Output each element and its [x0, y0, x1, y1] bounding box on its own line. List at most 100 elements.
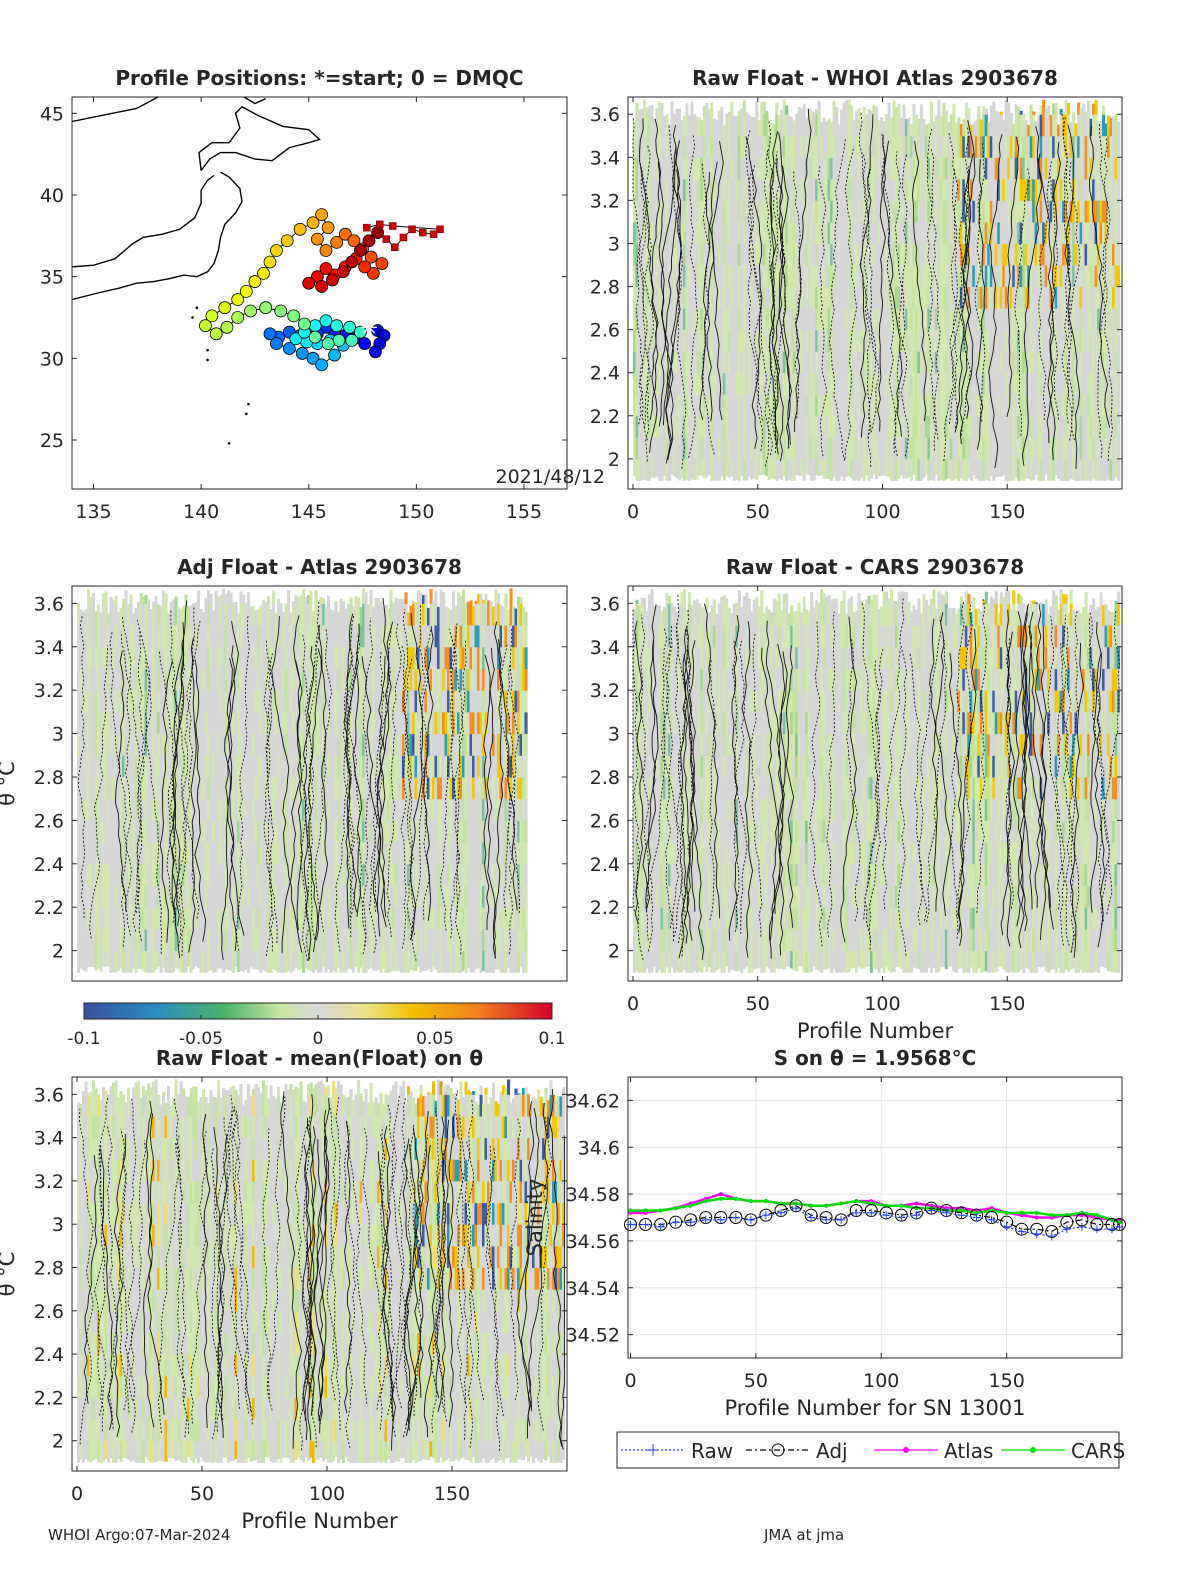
panel-raw-whoi-atlas-cell: [670, 221, 674, 244]
panel-raw-whoi-atlas-cell: [939, 286, 943, 309]
panel-raw-whoi-atlas-cell: [680, 351, 684, 374]
panel-raw-whoi-atlas-cell: [695, 415, 699, 438]
panel-raw-whoi-atlas-cell: [870, 308, 874, 331]
panel-raw-whoi-atlas-cell: [700, 120, 704, 137]
panel-raw-whoi-atlas-cell: [994, 394, 998, 417]
panel-raw-whoi-atlas-cell: [992, 458, 996, 481]
panel-raw-whoi-atlas-cell: [954, 157, 958, 180]
panel-raw-whoi-atlas-cell: [882, 308, 886, 331]
panel-raw-whoi-atlas-cell: [922, 372, 926, 395]
panel-raw-whoi-atlas-cell: [647, 415, 652, 438]
panel-raw-whoi-atlas-cell: [979, 458, 983, 481]
panel-raw-whoi-atlas-cell: [752, 265, 756, 288]
profile-position-marker: [209, 327, 223, 341]
panel-raw-whoi-atlas-cell: [772, 351, 776, 374]
panel-raw-whoi-atlas-cell: [944, 394, 948, 417]
panel-raw-whoi-atlas-cell: [919, 243, 924, 266]
panel-raw-whoi-atlas-cell: [752, 178, 756, 201]
panel-raw-whoi-atlas-cell: [917, 458, 921, 481]
profile-position-marker: [239, 284, 253, 298]
panel-raw-whoi-atlas-cell: [884, 372, 889, 395]
panel-raw-whoi-atlas-cell: [919, 437, 924, 460]
panel-raw-whoi-atlas-cell: [795, 286, 799, 309]
panel-raw-whoi-atlas-axes-ytick-label: 2.4: [590, 363, 620, 385]
panel-raw-whoi-atlas-cell: [840, 351, 844, 374]
panel-raw-whoi-atlas-cell: [795, 135, 799, 158]
panel-raw-whoi-atlas-cell: [755, 308, 759, 331]
panel-raw-whoi-atlas-cell: [992, 135, 996, 158]
panel-raw-whoi-atlas-cell: [924, 286, 928, 309]
panel-raw-whoi-atlas-cell: [655, 243, 659, 266]
panel-raw-whoi-atlas-cell: [994, 308, 998, 331]
panel-raw-whoi-atlas-cell: [912, 178, 916, 201]
panel-raw-whoi-atlas-cell: [777, 157, 781, 180]
panel-raw-whoi-atlas-cell: [904, 221, 909, 244]
profile-position-marker: [353, 244, 367, 257]
panel-raw-whoi-atlas-cell: [807, 114, 811, 137]
panel-raw-whoi-atlas-cell: [737, 329, 741, 352]
panel-raw-whoi-atlas-cell: [695, 394, 699, 417]
panel-raw-whoi-atlas-cell: [947, 265, 951, 288]
panel-raw-whoi-atlas-cell: [787, 458, 791, 481]
panel-raw-whoi-atlas-cell: [942, 394, 946, 417]
panel-raw-whoi-atlas-cell: [767, 308, 771, 331]
panel-raw-whoi-atlas-cell: [722, 394, 726, 417]
panel-raw-whoi-atlas-cell: [922, 286, 926, 309]
panel-raw-whoi-atlas-cell: [655, 329, 659, 352]
panel-raw-whoi-atlas-cell: [830, 265, 834, 288]
panel-raw-whoi-atlas-cell: [807, 243, 811, 266]
panel-raw-whoi-atlas-cell: [760, 221, 764, 244]
panel-raw-whoi-atlas-cell: [877, 308, 881, 331]
panel-raw-whoi-atlas-cell: [919, 114, 924, 137]
panel-raw-whoi-atlas-cell: [650, 200, 654, 223]
panel-raw-whoi-atlas-cell: [862, 178, 866, 201]
panel-raw-whoi-atlas-cell: [825, 243, 829, 266]
panel-raw-whoi-atlas-cell: [860, 243, 864, 266]
panel-raw-whoi-atlas-cell: [974, 120, 978, 137]
panel-raw-whoi-atlas-cell: [884, 157, 889, 180]
panel-raw-whoi-atlas-cell: [832, 157, 836, 180]
panel-raw-whoi-atlas-cell: [715, 178, 719, 201]
panel-raw-whoi-atlas-cell: [797, 106, 801, 115]
profile-position-marker: [319, 262, 333, 275]
panel-raw-whoi-atlas-cell: [812, 135, 816, 158]
panel-raw-whoi-atlas-cell: [969, 329, 973, 352]
panel-adj-atlas-cell: [234, 601, 238, 604]
panel-raw-whoi-atlas-cell: [655, 351, 659, 374]
panel-raw-whoi-atlas-cell: [984, 265, 988, 288]
panel-raw-whoi-atlas-cell: [974, 265, 978, 288]
panel-raw-whoi-atlas-cell: [904, 372, 909, 395]
panel-raw-whoi-atlas-cell: [722, 372, 726, 395]
panel-raw-whoi-atlas-cell: [647, 351, 652, 374]
panel-raw-whoi-atlas-cell: [987, 122, 991, 137]
panel-raw-whoi-atlas-cell: [867, 178, 871, 201]
panel-raw-whoi-atlas-cell: [807, 157, 811, 180]
panel-raw-whoi-atlas-cell: [670, 157, 674, 180]
panel-raw-whoi-atlas-cell: [932, 415, 936, 438]
panel-raw-whoi-atlas-cell: [907, 437, 911, 460]
panel-raw-whoi-atlas-cell: [917, 394, 921, 417]
panel-raw-whoi-atlas-cell: [840, 458, 844, 477]
panel-raw-whoi-atlas-cell: [902, 458, 906, 479]
panel-raw-whoi-atlas-cell: [1004, 114, 1008, 137]
panel-raw-whoi-atlas-cell: [685, 221, 689, 244]
panel-raw-whoi-atlas-cell: [710, 243, 714, 266]
panel-raw-whoi-atlas-cell: [1022, 114, 1026, 115]
panel-raw-whoi-atlas-cell: [725, 437, 729, 460]
panel-raw-whoi-atlas-cell: [675, 157, 679, 180]
panel-raw-whoi-atlas-cell: [952, 329, 956, 352]
panel-raw-whoi-atlas-cell: [662, 372, 667, 395]
panel-raw-whoi-atlas-cell: [1009, 112, 1013, 115]
panel-raw-whoi-atlas-cell: [667, 157, 672, 180]
panel-raw-whoi-atlas-cell: [652, 178, 657, 201]
panel-raw-whoi-atlas-cell: [672, 458, 677, 477]
panel-raw-whoi-atlas-cell: [944, 157, 948, 180]
panel-raw-whoi-atlas-cell: [767, 351, 771, 374]
panel-raw-whoi-atlas-cell: [775, 394, 779, 417]
panel-raw-whoi-atlas-cell: [1002, 372, 1006, 395]
panel-raw-whoi-atlas-cell: [949, 437, 953, 460]
panel-raw-whoi-atlas-cell: [685, 265, 689, 288]
panel-raw-whoi-atlas-cell: [837, 372, 841, 395]
panel-raw-whoi-atlas-cell: [969, 458, 973, 481]
panel-raw-whoi-atlas-cell: [912, 458, 916, 476]
